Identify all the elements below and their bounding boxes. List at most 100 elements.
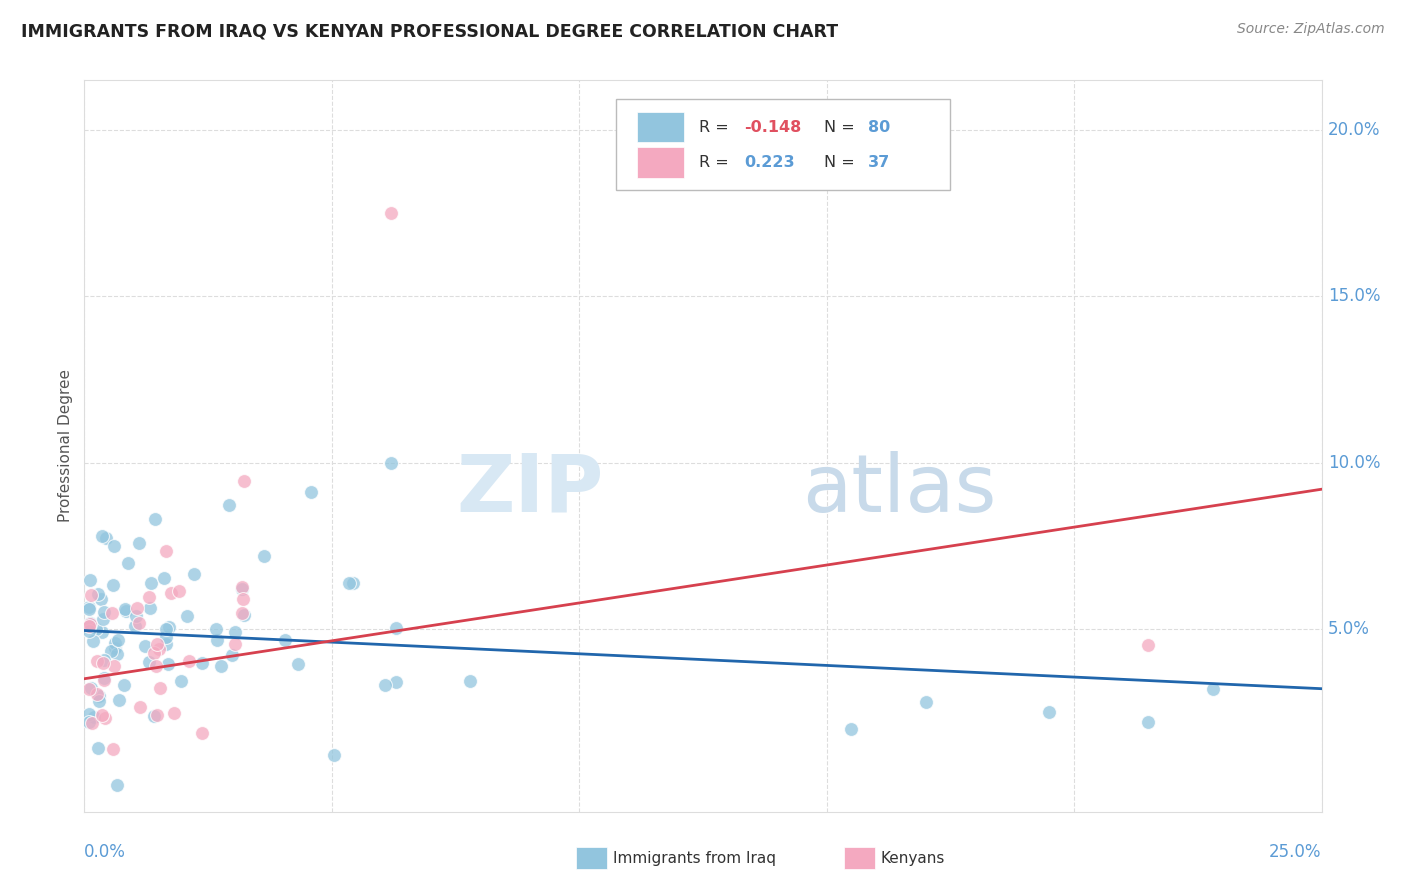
Point bbox=[221, 648, 243, 663]
Point bbox=[134, 639, 156, 653]
Point bbox=[128, 615, 150, 630]
Text: N =: N = bbox=[824, 120, 860, 135]
Text: Kenyans: Kenyans bbox=[880, 851, 945, 865]
Point bbox=[252, 549, 274, 563]
Text: IMMIGRANTS FROM IRAQ VS KENYAN PROFESSIONAL DEGREE CORRELATION CHART: IMMIGRANTS FROM IRAQ VS KENYAN PROFESSIO… bbox=[21, 22, 838, 40]
Point bbox=[139, 600, 162, 615]
Point bbox=[232, 591, 254, 606]
Point bbox=[80, 588, 103, 602]
Point bbox=[90, 591, 112, 606]
Point bbox=[224, 637, 246, 651]
Point bbox=[105, 647, 128, 661]
Point bbox=[129, 699, 152, 714]
Point bbox=[148, 642, 170, 657]
Point bbox=[101, 741, 124, 756]
Text: 25.0%: 25.0% bbox=[1270, 843, 1322, 861]
Point bbox=[142, 646, 165, 660]
Point bbox=[224, 624, 246, 639]
Point bbox=[190, 656, 212, 670]
Text: 37: 37 bbox=[868, 154, 890, 169]
Bar bbox=[637, 147, 685, 178]
Point bbox=[86, 687, 108, 701]
Point bbox=[82, 633, 104, 648]
Point bbox=[157, 620, 180, 634]
Point bbox=[94, 531, 117, 545]
Text: 0.223: 0.223 bbox=[744, 154, 794, 169]
Point bbox=[93, 653, 115, 667]
Point bbox=[91, 529, 114, 543]
Point bbox=[104, 641, 127, 656]
Point bbox=[89, 689, 111, 703]
FancyBboxPatch shape bbox=[616, 99, 950, 190]
Point bbox=[155, 544, 177, 558]
Point bbox=[79, 616, 101, 631]
Point bbox=[209, 659, 232, 673]
Point bbox=[163, 706, 186, 720]
Point bbox=[87, 741, 110, 756]
Point bbox=[139, 575, 162, 590]
Point bbox=[170, 674, 193, 689]
Point bbox=[79, 602, 101, 616]
Point bbox=[104, 636, 127, 650]
Point bbox=[79, 706, 101, 721]
Point bbox=[380, 206, 402, 220]
Point bbox=[374, 678, 396, 692]
Point bbox=[79, 616, 101, 631]
Point bbox=[84, 622, 107, 636]
Point bbox=[87, 587, 110, 601]
Point bbox=[841, 722, 863, 736]
Point bbox=[1038, 705, 1060, 719]
Text: 10.0%: 10.0% bbox=[1327, 454, 1381, 472]
Point bbox=[143, 512, 166, 526]
Point bbox=[83, 710, 105, 724]
Point bbox=[124, 619, 146, 633]
Point bbox=[384, 621, 406, 635]
Text: 5.0%: 5.0% bbox=[1327, 620, 1369, 638]
Point bbox=[138, 655, 160, 669]
Point bbox=[80, 681, 103, 696]
Point bbox=[205, 622, 228, 636]
Point bbox=[91, 656, 114, 670]
Text: N =: N = bbox=[824, 154, 860, 169]
Point bbox=[155, 630, 177, 644]
Point bbox=[207, 632, 229, 647]
Point bbox=[337, 576, 360, 591]
Text: 0.0%: 0.0% bbox=[84, 843, 127, 861]
Point bbox=[233, 475, 256, 489]
Point bbox=[287, 657, 309, 671]
Text: Immigrants from Iraq: Immigrants from Iraq bbox=[613, 851, 776, 865]
Point bbox=[146, 637, 169, 651]
Point bbox=[79, 618, 101, 632]
Point bbox=[156, 657, 179, 672]
Point bbox=[231, 580, 253, 594]
Y-axis label: Professional Degree: Professional Degree bbox=[58, 369, 73, 523]
Text: 80: 80 bbox=[868, 120, 890, 135]
Point bbox=[100, 606, 122, 620]
Point bbox=[91, 624, 114, 639]
Point bbox=[112, 678, 135, 692]
Point bbox=[80, 716, 103, 731]
Point bbox=[191, 726, 214, 740]
Point bbox=[1137, 639, 1160, 653]
Point bbox=[380, 456, 402, 470]
Point bbox=[125, 608, 148, 623]
Point bbox=[89, 694, 111, 708]
Point bbox=[342, 576, 364, 591]
Point bbox=[93, 673, 115, 688]
Point bbox=[232, 607, 254, 622]
Point bbox=[231, 607, 253, 621]
Text: atlas: atlas bbox=[801, 450, 997, 529]
Text: 20.0%: 20.0% bbox=[1327, 121, 1381, 139]
Point bbox=[79, 600, 101, 615]
Point bbox=[114, 602, 136, 616]
Text: ZIP: ZIP bbox=[457, 450, 605, 529]
Point bbox=[94, 711, 117, 725]
Point bbox=[79, 681, 101, 696]
Point bbox=[101, 578, 124, 592]
Point bbox=[1202, 681, 1225, 696]
Point bbox=[117, 556, 139, 570]
Point bbox=[145, 658, 167, 673]
Point bbox=[323, 748, 346, 763]
Text: 15.0%: 15.0% bbox=[1327, 287, 1381, 305]
Point bbox=[86, 655, 108, 669]
